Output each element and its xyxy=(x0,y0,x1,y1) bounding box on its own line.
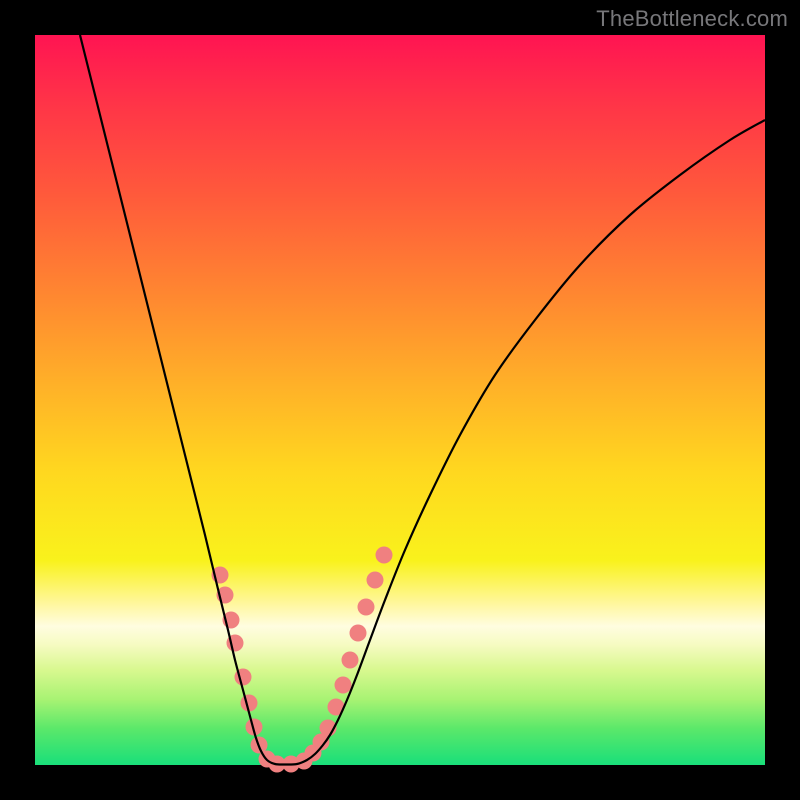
curve-layer xyxy=(35,35,765,765)
data-marker xyxy=(335,677,352,694)
data-marker xyxy=(376,547,393,564)
data-markers-group xyxy=(212,547,393,773)
data-marker xyxy=(342,652,359,669)
watermark: TheBottleneck.com xyxy=(596,6,788,32)
data-marker xyxy=(367,572,384,589)
plot-area xyxy=(35,35,765,765)
chart-frame: TheBottleneck.com xyxy=(0,0,800,800)
data-marker xyxy=(358,599,375,616)
data-marker xyxy=(350,625,367,642)
bottleneck-curve xyxy=(80,35,765,765)
